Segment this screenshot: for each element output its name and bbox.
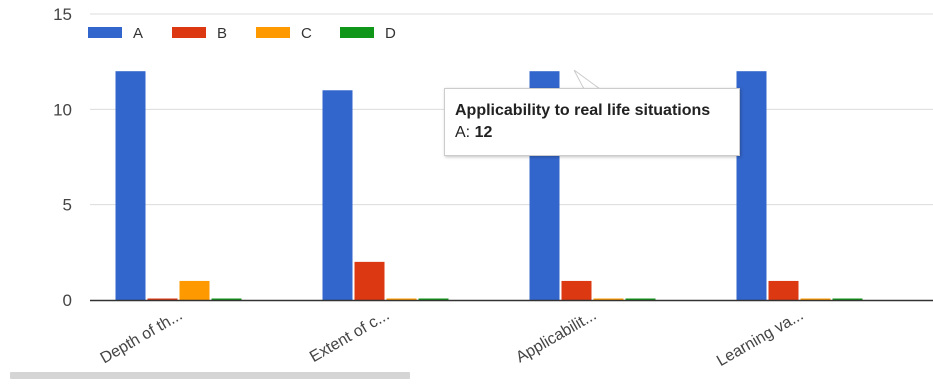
horizontal-scrollbar[interactable] xyxy=(10,372,410,379)
x-tick-label: Extent of c... xyxy=(307,307,393,366)
bar[interactable] xyxy=(561,280,592,300)
bar[interactable] xyxy=(418,298,449,301)
bars xyxy=(115,71,863,301)
legend: A B C D xyxy=(88,25,396,42)
y-tick-label: 15 xyxy=(53,5,72,24)
tooltip-value-line: A: 12 xyxy=(455,122,729,144)
bar[interactable] xyxy=(800,298,831,301)
bar[interactable] xyxy=(322,90,353,301)
y-tick-label: 0 xyxy=(63,291,72,310)
bar[interactable] xyxy=(147,298,178,301)
tooltip: Applicability to real life situations A:… xyxy=(444,88,740,156)
legend-label[interactable]: A xyxy=(133,25,143,42)
tooltip-series-label: A: xyxy=(455,124,471,141)
bar[interactable] xyxy=(354,261,385,300)
bar[interactable] xyxy=(115,71,146,300)
legend-swatch xyxy=(172,27,206,38)
tooltip-value: 12 xyxy=(474,124,493,141)
y-axis-ticks: 0 5 10 15 xyxy=(53,5,72,310)
x-axis-labels: Depth of th... Extent of c... Applicabilit… xyxy=(98,307,807,370)
bar[interactable] xyxy=(625,298,656,301)
bar[interactable] xyxy=(179,280,210,300)
y-tick-label: 10 xyxy=(53,100,72,119)
bar[interactable] xyxy=(386,298,417,301)
bar[interactable] xyxy=(832,298,863,301)
legend-swatch xyxy=(88,27,122,38)
legend-label[interactable]: B xyxy=(217,25,227,42)
legend-swatch xyxy=(340,27,374,38)
bar[interactable] xyxy=(593,298,624,301)
x-tick-label: Learning va... xyxy=(714,307,806,370)
tooltip-title: Applicability to real life situations xyxy=(455,102,711,119)
tooltip-pointer xyxy=(574,70,602,90)
legend-label[interactable]: C xyxy=(301,25,312,42)
y-tick-label: 5 xyxy=(63,196,72,215)
legend-label[interactable]: D xyxy=(385,25,396,42)
bar[interactable] xyxy=(768,280,799,300)
bar[interactable] xyxy=(736,71,767,300)
x-tick-label: Applicabilit... xyxy=(513,307,599,367)
legend-swatch xyxy=(256,27,290,38)
x-tick-label: Depth of th... xyxy=(98,307,186,368)
bar[interactable] xyxy=(211,298,242,301)
